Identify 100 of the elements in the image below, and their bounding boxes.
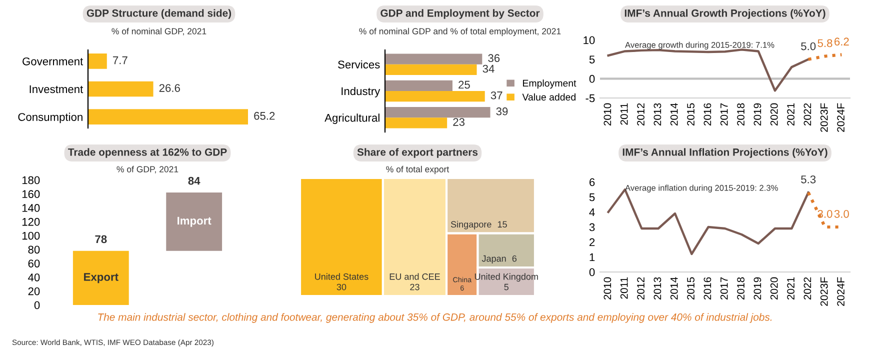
bar <box>385 64 477 76</box>
data-label: 15 <box>498 221 507 228</box>
data-label: 6.2 <box>834 38 849 46</box>
x-tick-label: 2012 <box>637 103 644 126</box>
annotation: Average inflation during 2015-2019: 2.3% <box>625 184 778 192</box>
y-tick-label: Agricultural <box>324 114 380 124</box>
data-label: 5.0 <box>801 42 816 50</box>
text: % of total export <box>386 166 450 174</box>
y-tick-label: Investment <box>30 85 84 94</box>
data-label: 84 <box>188 176 200 185</box>
x-tick-label: 2022 <box>804 103 812 126</box>
category-label: United States <box>315 273 368 280</box>
y-tick-label: 80 <box>28 246 40 254</box>
x-tick-label: 2020 <box>770 103 778 126</box>
line-series <box>607 48 810 92</box>
chart-title: GDP Structure (demand side) <box>86 9 232 19</box>
y-tick-label: 140 <box>22 204 40 212</box>
x-tick-label: 2019 <box>754 277 762 300</box>
annotation: Average growth during 2015-2019: 7.1% <box>625 42 774 50</box>
y-tick-label: 5 <box>589 193 595 202</box>
x-tick-label: 2015 <box>687 103 694 126</box>
y-tick-label: Consumption <box>18 112 82 124</box>
x-tick-label: 2020 <box>770 277 778 300</box>
data-label: 23 <box>453 118 465 126</box>
y-tick-label: 100 <box>22 232 40 240</box>
bar <box>385 118 448 128</box>
x-tick-label: 2010 <box>604 277 612 300</box>
chart-subtitle: % of nominal GDP, 2021 <box>112 28 206 36</box>
x-tick-label: 2022 <box>804 277 812 300</box>
y-tick-label: 2 <box>590 238 595 246</box>
bar <box>385 106 490 118</box>
y-tick-label: 180 <box>22 176 40 184</box>
chart-title: Trade openness at 162% to GDP <box>68 148 227 158</box>
text: The main industrial sector, clothing and footwear, generating about 35% of GDP, around 55% of exports and employing over 40% of industrial jobs. <box>98 313 772 323</box>
x-tick-label: 2012 <box>637 277 644 300</box>
y-tick-label: 120 <box>22 218 40 226</box>
y-tick-label: Government <box>22 57 84 66</box>
chart-title: IMF’s Annual Growth Projections (%YoY) <box>624 9 826 19</box>
chart-subtitle: % of GDP, 2021 <box>116 166 178 174</box>
legend-label: Employment <box>523 80 576 89</box>
x-tick-label: Export <box>84 273 118 284</box>
y-tick-label: 5 <box>589 56 595 64</box>
data-label: 39 <box>496 107 508 116</box>
x-tick-label: 2011 <box>620 277 628 299</box>
y-tick-label: 0 <box>589 268 595 276</box>
y-tick-label: 160 <box>22 190 40 198</box>
data-label: 5.8 <box>818 39 832 48</box>
x-tick-label: 2014 <box>670 103 678 126</box>
legend-label: Value added <box>522 93 576 101</box>
x-tick-label: 2018 <box>737 103 744 126</box>
x-tick-label: 2024F <box>837 277 844 306</box>
x-tick-label: 2023F <box>820 103 828 132</box>
data-label: 3.0 <box>818 210 832 218</box>
data-label: 65.2 <box>254 112 275 120</box>
y-tick-label: 6 <box>590 178 595 186</box>
y-tick-label: 1 <box>590 253 595 262</box>
x-tick-label: 2016 <box>704 277 712 300</box>
category-label: Japan <box>482 255 506 264</box>
category-label: United Kingdom <box>474 273 538 282</box>
chart-subtitle: % of nominal GDP and % of total employment, 2021 <box>359 28 561 36</box>
bar <box>385 54 482 64</box>
category-label: Singapore <box>450 220 492 230</box>
data-label: 5.3 <box>801 175 816 184</box>
data-label: 3.0 <box>834 210 849 218</box>
data-label: 25 <box>458 80 470 89</box>
data-label: 26.6 <box>159 84 180 92</box>
y-tick-label: Services <box>338 60 380 69</box>
data-label: 7.7 <box>113 56 128 64</box>
data-label: 23 <box>410 284 420 290</box>
y-tick-label: 60 <box>28 260 40 268</box>
y-tick-label: 40 <box>28 273 40 282</box>
x-tick-label: 2019 <box>754 103 762 126</box>
data-label: 6 <box>512 255 517 262</box>
data-label: 34 <box>482 64 494 73</box>
x-tick-label: 2015 <box>687 277 694 300</box>
x-tick-label: Import <box>178 216 212 227</box>
y-tick-label: 0 <box>589 74 595 83</box>
chart-title: GDP and Employment by Sector <box>380 9 540 19</box>
x-tick-label: 2018 <box>737 277 744 300</box>
data-label: 37 <box>490 91 502 100</box>
x-tick-label: 2021 <box>787 103 794 126</box>
y-tick-label: 10 <box>584 36 595 44</box>
y-tick-label: -5 <box>586 94 595 102</box>
y-tick-label: 20 <box>28 287 40 296</box>
x-tick-label: 2017 <box>720 277 728 300</box>
y-tick-label: 0 <box>34 301 40 310</box>
x-tick-label: 2010 <box>604 103 612 126</box>
y-tick-label: 4 <box>589 208 595 216</box>
x-tick-label: 2016 <box>704 103 712 126</box>
x-tick-label: 2013 <box>654 103 662 126</box>
data-label: 5 <box>504 284 509 290</box>
data-label: 78 <box>95 235 107 244</box>
text: Share of export partners <box>357 148 478 158</box>
x-tick-label: 2014 <box>670 277 678 300</box>
bar <box>385 80 452 91</box>
chart-title: IMF’s Annual Inflation Projections (%YoY) <box>622 148 828 158</box>
y-tick-label: Industry <box>342 86 380 98</box>
x-tick-label: 2017 <box>720 103 728 126</box>
x-tick-label: 2024F <box>837 103 844 132</box>
x-tick-label: 2021 <box>787 277 794 300</box>
